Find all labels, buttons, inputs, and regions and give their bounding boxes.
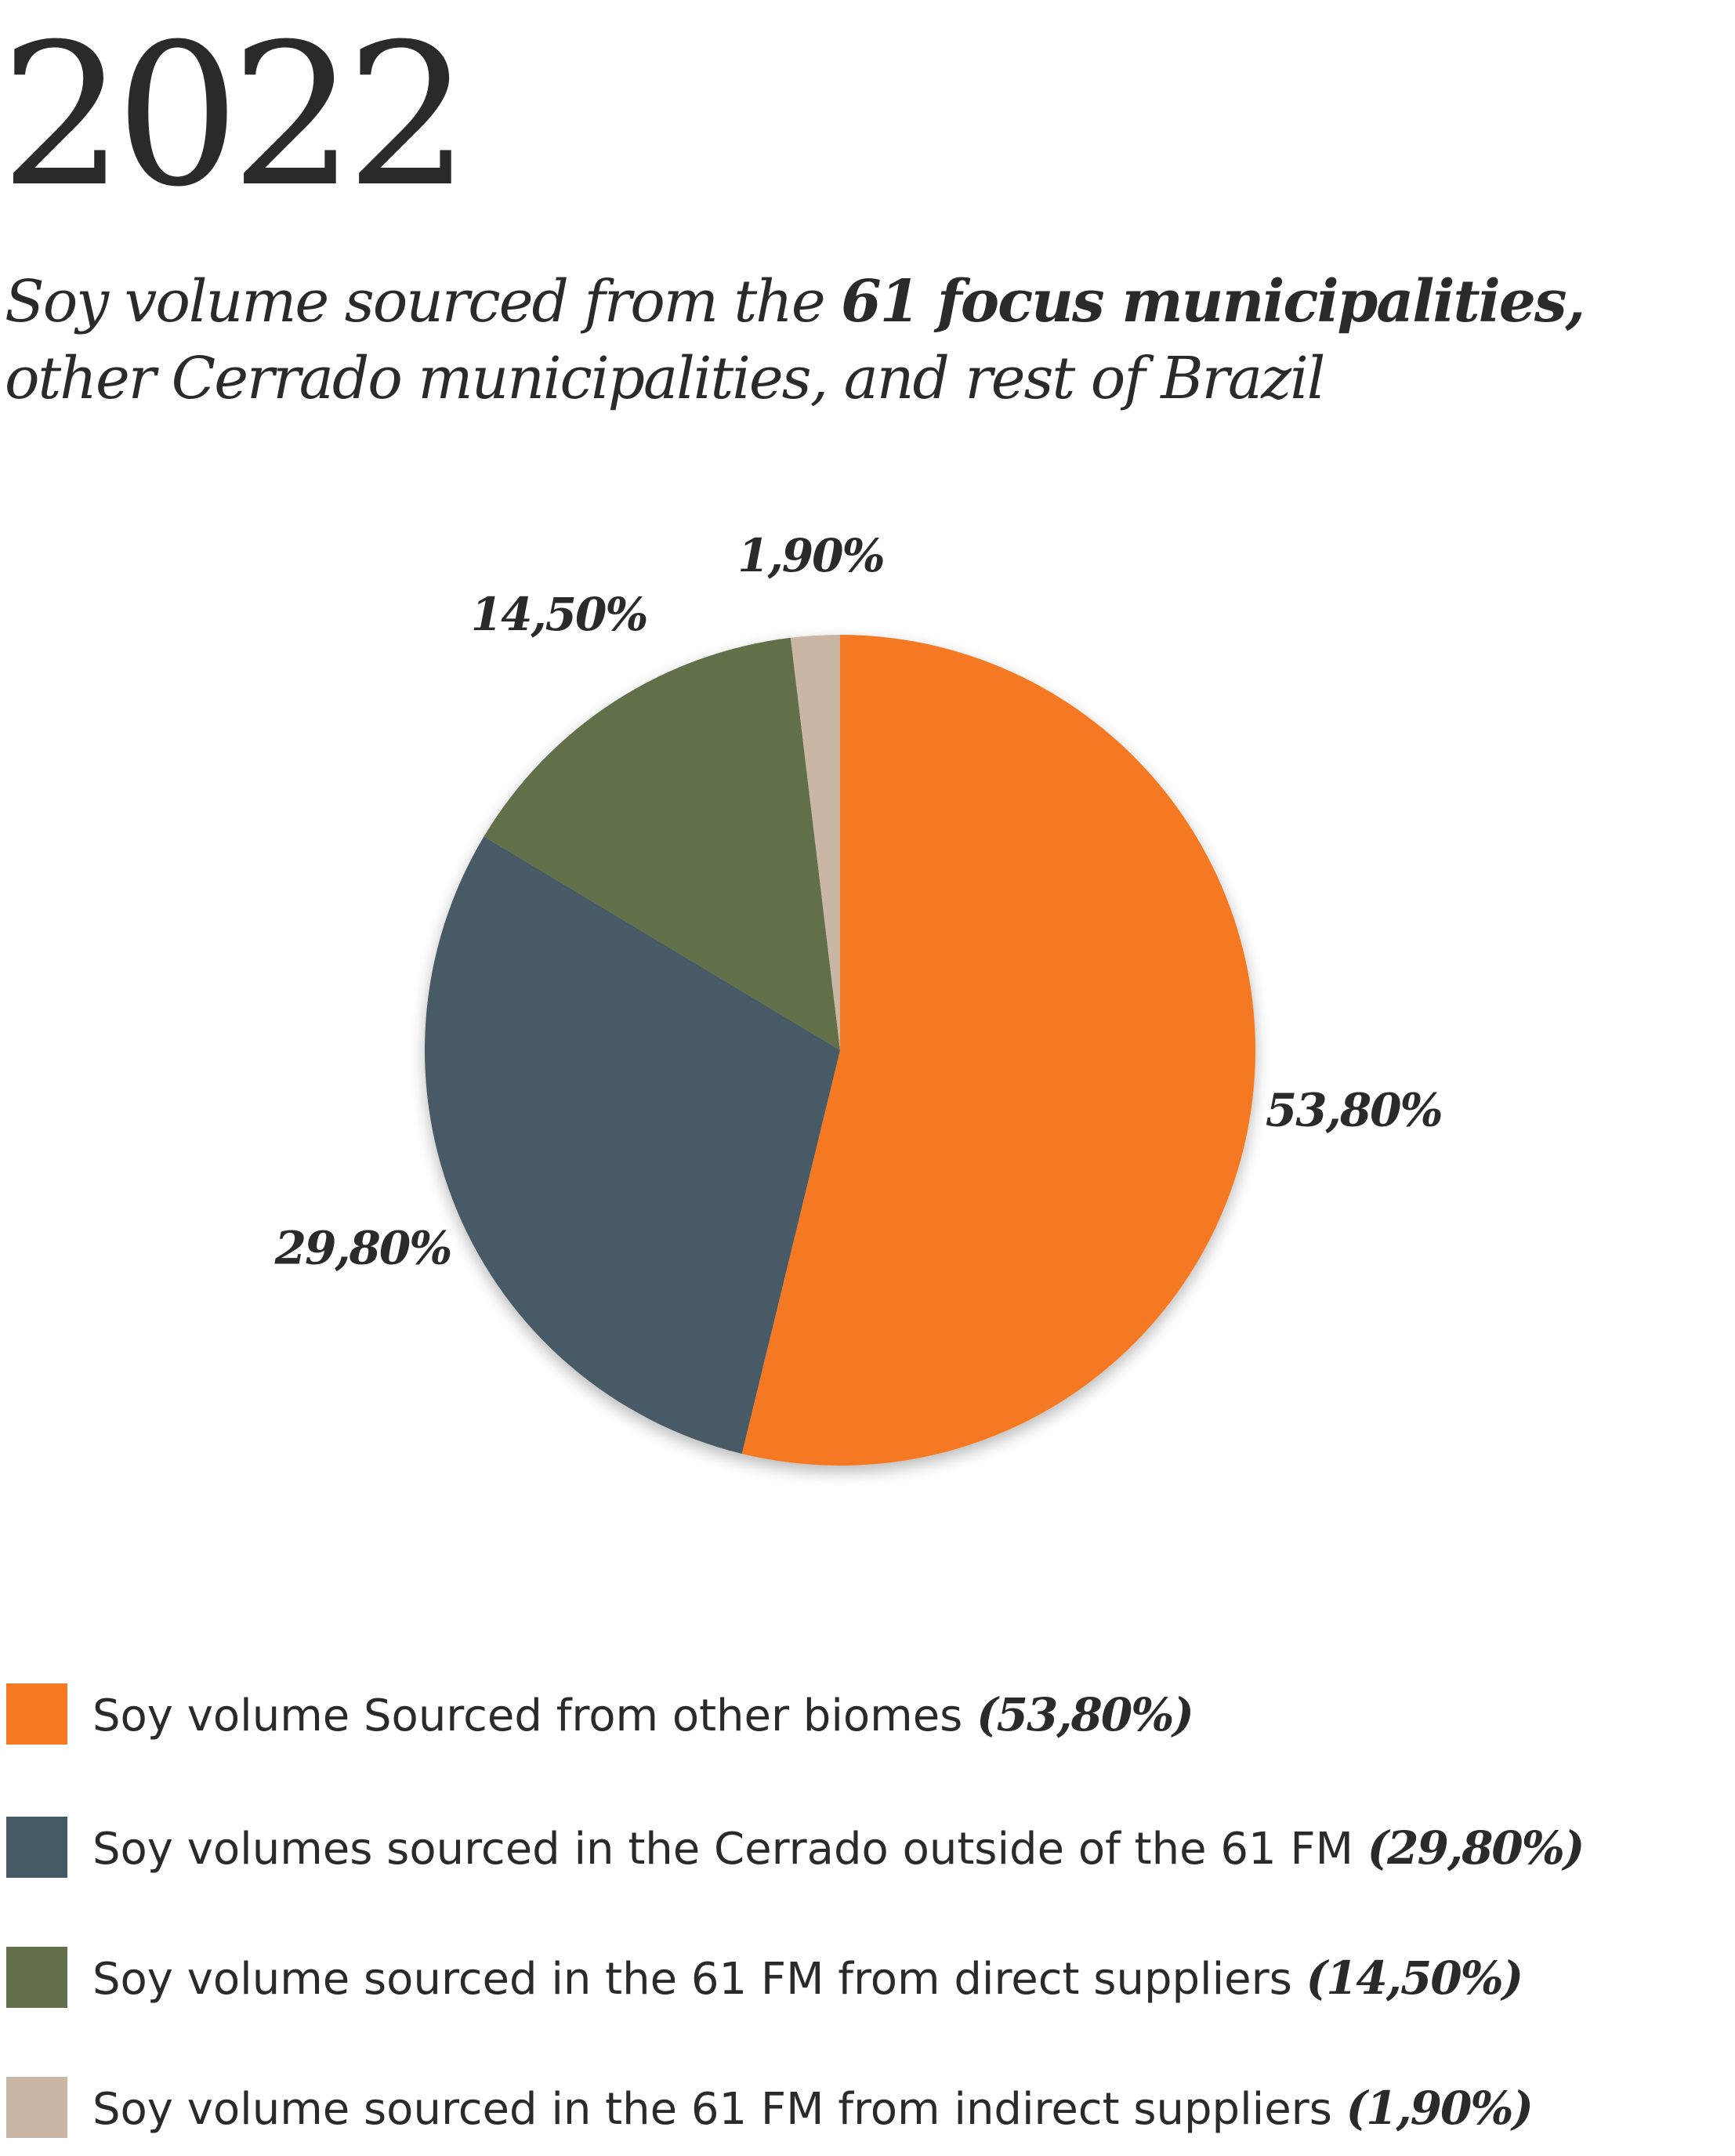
legend-swatch-cerrado-outside [6,1817,67,1878]
pie-label-other-biomes: 53,80% [1266,1084,1442,1137]
legend-swatch-indirect-suppliers [6,2077,67,2138]
legend-label-cerrado-outside: Soy volumes sourced in the Cerrado outsi… [92,1824,1367,1875]
legend-swatch-direct-suppliers [6,1947,67,2008]
legend-pct-indirect-suppliers: (1,90%) [1346,2082,1534,2135]
subtitle-bold: 61 focus municipalities, [841,268,1585,335]
pie-label-indirect-suppliers: 1,90% [737,529,883,582]
chart-subtitle: Soy volume sourced from the 61 focus mun… [5,263,1713,417]
pie-label-direct-suppliers: 14,50% [471,588,647,641]
legend-pct-direct-suppliers: (14,50%) [1306,1951,1524,2005]
pie-chart: 53,80% 29,80% 14,50% 1,90% [274,529,1443,1466]
legend-pct-cerrado-outside: (29,80%) [1367,1821,1585,1875]
legend-swatch-other-biomes [6,1683,67,1745]
subtitle-prefix: Soy volume sourced from the [5,268,842,335]
pie-slice-direct-suppliers [484,637,840,1050]
subtitle-line-2: other Cerrado municipalities, and rest o… [5,345,1325,412]
pie-slices-group [424,635,1255,1466]
pie-label-cerrado-outside: 29,80% [274,1221,451,1274]
legend-label-other-biomes: Soy volume Sourced from other biomes [92,1690,977,1741]
pie-slice-indirect-suppliers [790,635,840,1050]
pie-slice-other-biomes [741,635,1255,1466]
chart-year-title: 2022 [0,2,470,230]
pie-slice-cerrado-outside [424,836,840,1454]
legend-label-indirect-suppliers: Soy volume sourced in the 61 FM from ind… [92,2084,1346,2135]
pie-labels-group: 53,80% 29,80% 14,50% 1,90% [274,529,1443,1274]
legend-pct-other-biomes: (53,80%) [976,1688,1194,1741]
legend-label-direct-suppliers: Soy volume sourced in the 61 FM from dir… [92,1954,1306,2005]
